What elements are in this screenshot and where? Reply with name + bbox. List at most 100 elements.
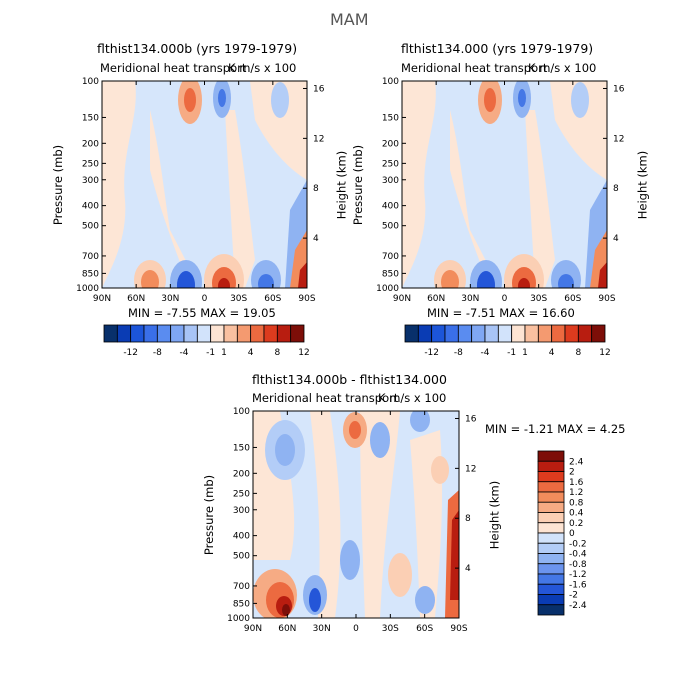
y-right-tick-label: 16 xyxy=(465,414,477,424)
colorbar-label: 8 xyxy=(274,348,280,358)
colorbar-label: -4 xyxy=(180,348,189,358)
figure-title: MAM xyxy=(330,10,369,29)
panel-1-ylabel-left: Pressure (mb) xyxy=(51,144,66,226)
colorbar-swatch xyxy=(537,553,565,565)
colorbar-swatch xyxy=(250,324,265,343)
panel-1-title: flthist134.000b (yrs 1979-1979) xyxy=(97,41,298,56)
y-tick-label: 850 xyxy=(382,269,399,279)
colorbar-label: 12 xyxy=(599,348,610,358)
colorbar-swatch xyxy=(497,324,513,343)
panel-1-plot xyxy=(102,81,307,288)
colorbar-swatch xyxy=(551,324,566,343)
y-tick-label: 500 xyxy=(233,552,250,562)
y-tick-label: 850 xyxy=(233,599,250,609)
colorbar-label: 1 xyxy=(522,348,528,358)
colorbar-swatch xyxy=(511,324,526,343)
y-right-tick-label: 16 xyxy=(313,84,325,94)
colorbar-label: -0.4 xyxy=(569,550,587,560)
colorbar-swatch xyxy=(537,563,565,575)
colorbar-swatch xyxy=(537,501,565,513)
y-tick-label: 500 xyxy=(382,222,399,232)
x-tick-label: 90S xyxy=(298,294,315,304)
panel-1-subtitle-left: Meridional heat transport xyxy=(100,61,247,75)
x-tick-label: 0 xyxy=(353,624,359,634)
x-tick-label: 90S xyxy=(450,624,467,634)
y-right-tick-label: 12 xyxy=(465,464,476,474)
colorbar-swatch xyxy=(471,324,486,343)
y-tick-label: 150 xyxy=(82,113,99,123)
colorbar-label: -12 xyxy=(424,348,439,358)
y-tick-label: 700 xyxy=(233,582,250,592)
colorbar-label: 4 xyxy=(248,348,254,358)
y-tick-label: 1000 xyxy=(227,614,250,624)
y-tick-label: 1000 xyxy=(376,284,399,294)
panel-2-min-max: MIN = -7.51 MAX = 16.60 xyxy=(427,306,575,320)
x-tick-label: 30S xyxy=(230,294,247,304)
panel-3-plot xyxy=(253,411,459,618)
colorbar-swatch xyxy=(263,324,278,343)
panel-2-ylabel-left: Pressure (mb) xyxy=(351,144,366,226)
colorbar-swatch xyxy=(143,324,158,343)
panel-3-title: flthist134.000b - flthist134.000 xyxy=(252,372,447,387)
y-tick-label: 200 xyxy=(82,139,99,149)
x-tick-label: 90N xyxy=(93,294,111,304)
colorbar-swatch xyxy=(484,324,499,343)
panel-3-min-max: MIN = -1.21 MAX = 4.25 xyxy=(485,422,626,436)
colorbar-swatch xyxy=(236,324,252,343)
y-tick-label: 100 xyxy=(382,77,399,87)
x-tick-label: 90N xyxy=(244,624,262,634)
panel-2-title: flthist134.000 (yrs 1979-1979) xyxy=(401,41,594,56)
y-tick-label: 300 xyxy=(382,176,399,186)
x-tick-label: 0 xyxy=(502,294,508,304)
x-tick-label: 30N xyxy=(313,624,331,634)
y-right-tick-label: 4 xyxy=(613,234,619,244)
colorbar-label: 2 xyxy=(569,468,575,478)
colorbar-swatch xyxy=(223,324,238,343)
y-tick-label: 400 xyxy=(382,202,399,212)
colorbar-label: 0.2 xyxy=(569,519,583,529)
x-tick-label: 60N xyxy=(278,624,296,634)
colorbar-label: 0.4 xyxy=(569,509,584,519)
x-tick-label: 30S xyxy=(382,624,399,634)
colorbar-swatch xyxy=(130,324,145,343)
colorbar-label: -1 xyxy=(507,348,516,358)
colorbar-label: 1 xyxy=(221,348,227,358)
colorbar-swatch xyxy=(537,594,565,606)
colorbar-swatch xyxy=(210,324,225,343)
y-tick-label: 150 xyxy=(382,113,399,123)
colorbar-swatch xyxy=(404,324,419,343)
axes-layer: 90N 60N 30N 0 30S 60S 90S100085070050040030025… xyxy=(76,77,625,634)
x-tick-label: 90S xyxy=(598,294,615,304)
x-tick-label: 60S xyxy=(564,294,581,304)
colorbar-swatch xyxy=(537,471,565,483)
colorbar-swatch xyxy=(290,324,305,343)
colorbar-label: -12 xyxy=(123,348,138,358)
colorbar-label: 0 xyxy=(569,529,575,539)
y-tick-label: 100 xyxy=(82,77,99,87)
colorbar-label: 1.2 xyxy=(569,488,583,498)
colorbar-label: -0.8 xyxy=(569,560,587,570)
y-tick-label: 1000 xyxy=(76,284,99,294)
colorbar-label: -8 xyxy=(454,348,463,358)
colorbar-swatch xyxy=(537,604,565,616)
y-tick-label: 300 xyxy=(82,176,99,186)
y-tick-label: 200 xyxy=(382,139,399,149)
y-right-tick-label: 16 xyxy=(613,84,625,94)
y-tick-label: 250 xyxy=(233,489,250,499)
y-tick-label: 200 xyxy=(233,469,250,479)
colorbar-label: -1.6 xyxy=(569,580,587,590)
panel-1-subtitle-right: K m/s x 100 xyxy=(228,61,297,75)
colorbar-swatch xyxy=(537,481,565,493)
y-right-tick-label: 12 xyxy=(313,134,324,144)
y-right-tick-label: 8 xyxy=(613,184,619,194)
y-tick-label: 500 xyxy=(82,222,99,232)
x-tick-label: 90N xyxy=(393,294,411,304)
x-tick-label: 60N xyxy=(127,294,145,304)
colorbar-swatch xyxy=(537,512,565,524)
colorbar-swatch xyxy=(591,324,606,343)
colorbar-swatch xyxy=(196,324,212,343)
colorbar-label: 2.4 xyxy=(569,457,584,467)
x-tick-label: 60S xyxy=(416,624,433,634)
